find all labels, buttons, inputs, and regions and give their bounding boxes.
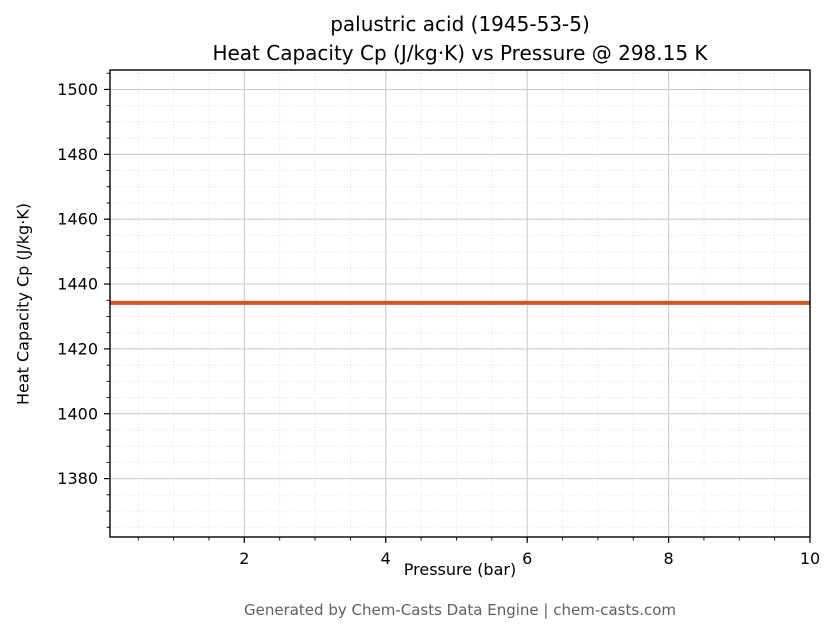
y-tick-label: 1380 <box>57 469 98 488</box>
plot-border <box>109 69 811 538</box>
x-tick-label: 10 <box>800 549 820 568</box>
chart-title-line1: palustric acid (1945-53-5) <box>330 12 590 36</box>
y-tick-label: 1420 <box>57 339 98 358</box>
y-tick-label: 1480 <box>57 145 98 164</box>
x-tick-label: 2 <box>239 549 249 568</box>
x-axis-label: Pressure (bar) <box>403 560 517 579</box>
x-tick-label: 4 <box>381 549 391 568</box>
chart-title: palustric acid (1945-53-5) Heat Capacity… <box>110 10 810 68</box>
y-tick-label: 1400 <box>57 404 98 423</box>
x-tick-label: 6 <box>522 549 532 568</box>
y-axis-label: Heat Capacity Cp (J/kg·K) <box>13 202 33 406</box>
x-tick-label: 8 <box>663 549 673 568</box>
y-tick-label: 1500 <box>57 80 98 99</box>
footer-credit: Generated by Chem-Casts Data Engine | ch… <box>243 601 677 619</box>
y-tick-label: 1440 <box>57 275 98 294</box>
y-tick-label: 1460 <box>57 210 98 229</box>
chart-title-line2: Heat Capacity Cp (J/kg·K) vs Pressure @ … <box>212 41 708 65</box>
